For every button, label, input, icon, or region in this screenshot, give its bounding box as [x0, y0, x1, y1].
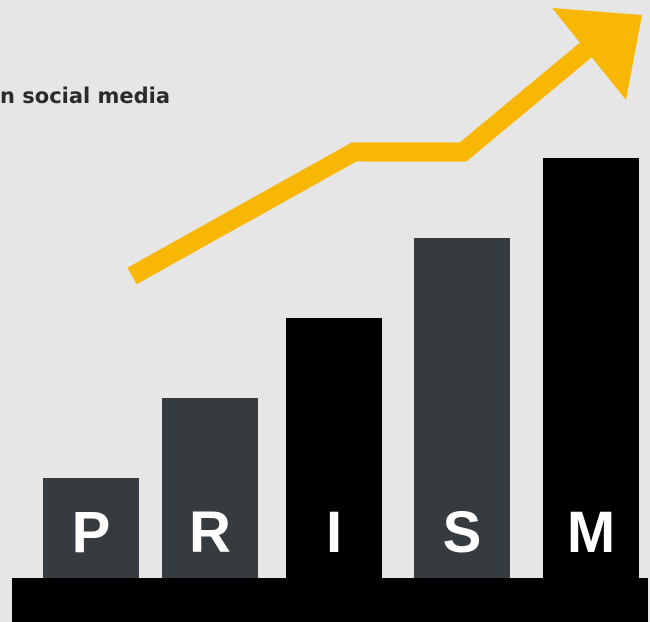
- chart-base-platform: [12, 578, 648, 622]
- bar-letter-s: S: [442, 500, 482, 565]
- bar-i: I: [286, 318, 382, 578]
- bar-s: S: [414, 238, 510, 578]
- trend-arrow-head: [552, 8, 642, 100]
- bar-letter-i: I: [325, 500, 343, 565]
- bar-m: M: [543, 158, 639, 578]
- trend-arrow-shaft: [127, 36, 600, 285]
- bar-p: P: [43, 478, 139, 578]
- bar-r: R: [162, 398, 258, 578]
- bar-letter-m: M: [566, 500, 616, 565]
- bar-letter-p: P: [71, 500, 111, 565]
- bar-letter-r: R: [189, 500, 231, 565]
- headline-text: n social media: [0, 84, 171, 108]
